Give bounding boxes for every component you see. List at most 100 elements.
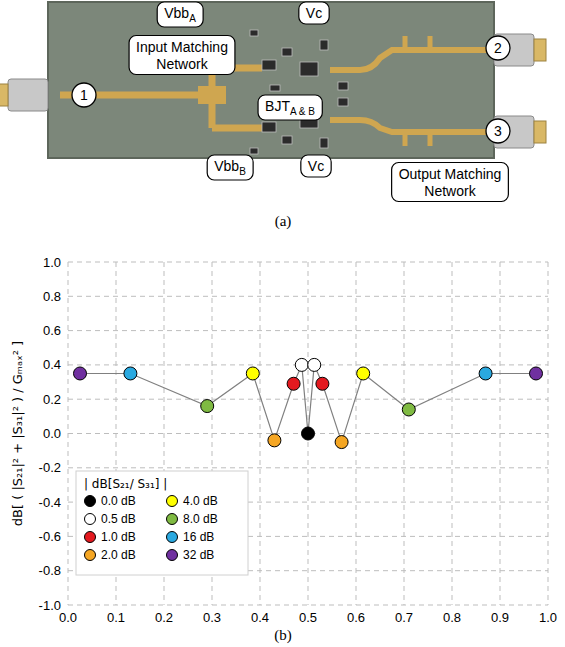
board-panel: 123VbbAVcInput MatchingNetworkBJTA & BVb… (0, 2, 546, 202)
component (282, 48, 292, 56)
label-main: Vbb (214, 158, 239, 174)
legend-marker (167, 514, 178, 525)
data-point (302, 427, 315, 440)
legend-label: 0.5 dB (101, 512, 136, 526)
legend-label: 0.0 dB (101, 494, 136, 508)
component (250, 30, 258, 36)
label-main: BJT (265, 98, 290, 114)
connector-nut (534, 121, 546, 143)
data-point (479, 367, 492, 380)
legend-label: 2.0 dB (101, 548, 136, 562)
board-label: BJTA & B (258, 95, 322, 120)
figure: 123VbbAVcInput MatchingNetworkBJTA & BVb… (0, 0, 565, 647)
label-text: Input MatchingNetwork (136, 39, 228, 72)
component (338, 82, 348, 90)
data-point (246, 367, 259, 380)
port-number: 3 (494, 123, 502, 139)
grid-line (260, 262, 261, 605)
component (282, 136, 292, 144)
data-point (201, 400, 214, 413)
board-label: Output MatchingNetwork (392, 163, 509, 202)
y-tick-label: 1.0 (43, 255, 61, 270)
legend-label: 16 dB (183, 530, 214, 544)
x-tick-label: 0.8 (443, 610, 461, 625)
legend-box (76, 471, 248, 575)
x-tick-label: 0.2 (155, 610, 173, 625)
chart: -1.0-0.8-0.6-0.4-0.20.00.20.40.60.81.00.… (10, 255, 557, 626)
sma-connector (0, 79, 48, 111)
x-tick-label: 1.0 (539, 610, 557, 625)
grid-line (452, 262, 453, 605)
y-tick-label: 0.0 (43, 426, 61, 441)
label-box (301, 155, 331, 177)
data-point (316, 377, 329, 390)
x-tick-label: 0.9 (491, 610, 509, 625)
y-tick-label: -0.8 (39, 563, 61, 578)
x-tick-label: 0.7 (395, 610, 413, 625)
y-tick-label: -0.4 (39, 495, 61, 510)
port-circle (72, 83, 96, 107)
legend-title: | dB[S₂₁/ S₃₁] | (84, 477, 167, 491)
legend-marker (167, 496, 178, 507)
label-text: BJTA & B (265, 98, 315, 117)
legend-marker (85, 550, 96, 561)
connector-nut (534, 39, 546, 61)
component (320, 40, 328, 50)
x-tick-label: 0.1 (107, 610, 125, 625)
port-number: 1 (80, 87, 88, 103)
component (262, 60, 276, 70)
grid-line (68, 467, 548, 468)
data-point (357, 367, 370, 380)
component (262, 122, 276, 132)
label-sub: B (239, 166, 246, 177)
pcb-edge (48, 2, 494, 158)
legend: | dB[S₂₁/ S₃₁] |0.0 dB0.5 dB1.0 dB2.0 dB… (76, 471, 248, 575)
legend-marker (85, 514, 96, 525)
port-circle (486, 119, 510, 143)
board-label: VbbA (157, 2, 203, 27)
y-tick-label: 0.8 (43, 289, 61, 304)
board-label: Input MatchingNetwork (129, 36, 235, 75)
label-sub: A (189, 13, 196, 24)
component (250, 148, 258, 154)
grid-line (356, 262, 357, 605)
grid-line (500, 262, 501, 605)
port-circle (486, 36, 510, 60)
legend-marker (85, 532, 96, 543)
y-tick-label: 0.4 (43, 357, 61, 372)
caption: (a) (275, 213, 292, 230)
label-box (207, 155, 253, 180)
output-trace (330, 50, 490, 132)
component (300, 62, 318, 76)
data-point (308, 358, 321, 371)
data-point (530, 367, 543, 380)
grid (68, 262, 548, 605)
data-point (335, 436, 348, 449)
grid-line (548, 262, 549, 605)
y-axis-title: dB[ ( |S₂₁|² + |S₃₁|² ) / Gₘₐₓ² ] (10, 341, 25, 526)
data-point (74, 367, 87, 380)
legend-label: 32 dB (183, 548, 214, 562)
legend-marker (167, 550, 178, 561)
grid-line (404, 262, 405, 605)
plot-data (74, 358, 543, 448)
y-tick-label: -0.2 (39, 460, 61, 475)
legend-marker (85, 496, 96, 507)
label-sub: A & B (290, 106, 315, 117)
input-trace (60, 68, 262, 128)
y-tick-label: -1.0 (39, 598, 61, 613)
y-tick-label: 0.6 (43, 323, 61, 338)
label-box (392, 163, 509, 202)
x-tick-label: 0.3 (203, 610, 221, 625)
stub (405, 36, 430, 146)
grid-line (68, 262, 69, 605)
component (338, 98, 348, 106)
label-text: VbbB (214, 158, 246, 177)
grid-line (68, 330, 548, 331)
label-box (157, 2, 203, 27)
component (320, 138, 328, 148)
connector-body (8, 79, 48, 111)
board-label: Vc (301, 155, 331, 177)
label-box (129, 36, 235, 75)
series-line (80, 365, 536, 442)
